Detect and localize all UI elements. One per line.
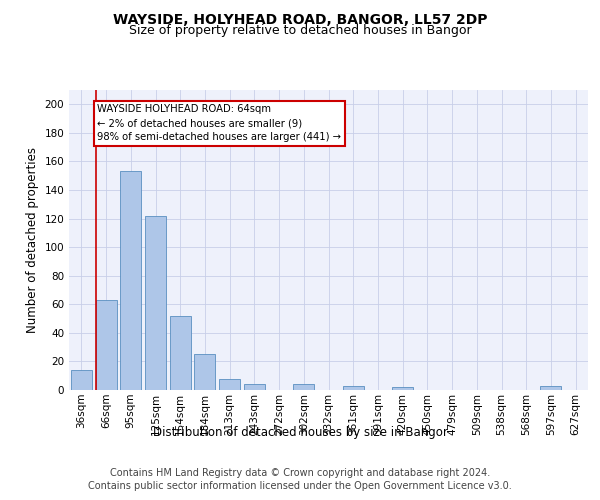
Bar [170, 316, 191, 390]
Text: WAYSIDE HOLYHEAD ROAD: 64sqm
← 2% of detached houses are smaller (9)
98% of semi: WAYSIDE HOLYHEAD ROAD: 64sqm ← 2% of det… [97, 104, 341, 142]
Y-axis label: Number of detached properties: Number of detached properties [26, 147, 39, 333]
Bar [194, 354, 215, 390]
Bar [541, 386, 562, 390]
Bar [95, 300, 116, 390]
Bar [71, 370, 92, 390]
Bar [120, 172, 141, 390]
Text: Size of property relative to detached houses in Bangor: Size of property relative to detached ho… [128, 24, 472, 37]
Text: Contains public sector information licensed under the Open Government Licence v3: Contains public sector information licen… [88, 481, 512, 491]
Text: Contains HM Land Registry data © Crown copyright and database right 2024.: Contains HM Land Registry data © Crown c… [110, 468, 490, 477]
Bar [219, 378, 240, 390]
Bar [244, 384, 265, 390]
Bar [145, 216, 166, 390]
Text: Distribution of detached houses by size in Bangor: Distribution of detached houses by size … [152, 426, 448, 439]
Text: WAYSIDE, HOLYHEAD ROAD, BANGOR, LL57 2DP: WAYSIDE, HOLYHEAD ROAD, BANGOR, LL57 2DP [113, 12, 487, 26]
Bar [343, 386, 364, 390]
Bar [293, 384, 314, 390]
Bar [392, 387, 413, 390]
